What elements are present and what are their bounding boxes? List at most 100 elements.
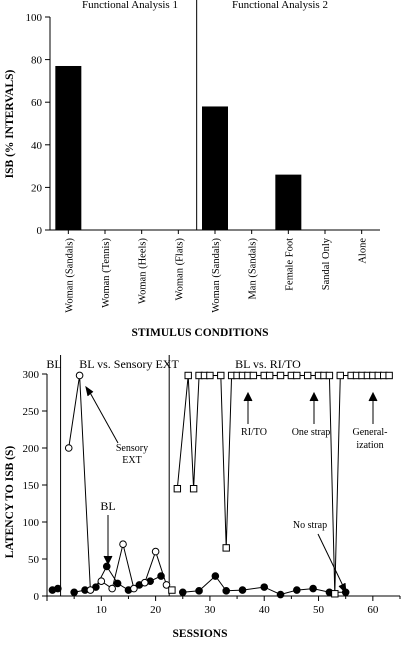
point-open-circle-1-4	[97, 577, 106, 586]
point-open-square-2-15	[265, 371, 274, 380]
bar-chart-functional-analysis: Functional Analysis 1 Functional Analysi…	[4, 0, 380, 339]
annotation-ri-to: RI/TO	[241, 427, 267, 438]
point-open-square-2-19	[303, 371, 312, 380]
y-axis-title-isb: ISB (% INTERVALS)	[4, 69, 16, 178]
annotation-sensory-ext-line2: EXT	[122, 455, 141, 466]
point-open-square-2-16	[276, 371, 285, 380]
point-open-square-2-2	[184, 371, 192, 380]
point-filled-circle-3-6	[260, 583, 269, 591]
point-filled-circle-3-5	[238, 586, 247, 594]
point-filled-circle-3-4	[222, 587, 231, 595]
point-open-square-2-3	[189, 485, 198, 493]
point-open-square-2-22	[325, 371, 334, 380]
bar-y-tick-label-0: 0	[37, 225, 43, 237]
line-y-tick-label-200: 200	[23, 443, 40, 455]
phase-label-bl-vs-ri-to: BL vs. RI/TO	[235, 357, 301, 371]
line-y-tick-label-300: 300	[23, 369, 40, 381]
category-label-5-woman-sandals: Woman (Sandals)	[211, 238, 222, 313]
line-chart-latency: BL BL vs. Sensory EXT BL vs. RI/TO LATEN…	[4, 355, 401, 640]
category-label-7-female-foot: Female Foot	[284, 238, 295, 291]
point-filled-circle-3-2	[195, 587, 203, 595]
y-axis-title-latency: LATENCY TO ISB (S)	[4, 446, 16, 559]
point-open-circle-1-2	[75, 371, 84, 380]
line-x-tick-label-30: 30	[204, 604, 216, 616]
annotation-no-strap: No strap	[293, 520, 327, 531]
category-label-6-man-sandals: Man (Sandals)	[248, 237, 259, 299]
point-filled-circle-3-1	[178, 588, 187, 597]
point-open-circle-1-7	[130, 584, 138, 593]
point-open-circle-1-3	[86, 586, 95, 594]
category-label-9-alone: Alone	[358, 238, 369, 264]
line-y-tick-label-150: 150	[23, 480, 40, 492]
point-open-square-2-8	[222, 544, 230, 552]
point-open-square-2-7	[217, 371, 225, 380]
bar-1-woman-sandals	[55, 65, 82, 231]
bar-7-female-foot	[275, 174, 302, 230]
line-x-tick-label-20: 20	[150, 604, 162, 616]
arrowhead-ri-to	[243, 391, 253, 402]
arrowhead-one-strap	[309, 391, 319, 402]
point-filled-circle-1-2	[54, 584, 62, 593]
point-open-square-2-1	[173, 485, 182, 493]
annotation-one-strap: One strap	[292, 427, 331, 438]
point-open-circle-1-9	[151, 547, 160, 556]
line-x-tick-label-50: 50	[313, 604, 325, 616]
line-y-tick-label-50: 50	[28, 554, 40, 566]
category-label-4-woman-flats: Woman (Flats)	[174, 237, 185, 300]
point-open-square-2-18	[293, 371, 301, 380]
point-filled-circle-3-7	[276, 590, 285, 599]
annotation-generalization-line1: General-	[353, 427, 388, 438]
arrowhead-generalization	[368, 391, 378, 402]
point-filled-circle-3-11	[341, 588, 350, 597]
point-filled-circle-2-4	[102, 562, 111, 571]
category-label-1-woman-sandals: Woman (Sandals)	[64, 238, 75, 313]
bar-y-tick-label-80: 80	[31, 55, 43, 67]
line-x-tick-label-60: 60	[367, 604, 379, 616]
bar-y-tick-label-100: 100	[26, 12, 43, 24]
x-axis-title-stimulus-conditions: STIMULUS CONDITIONS	[131, 327, 268, 339]
annotation-arrows	[85, 385, 378, 595]
panel-title-functional-analysis-1: Functional Analysis 1	[82, 0, 178, 11]
point-open-square-2-23	[331, 590, 339, 598]
point-filled-circle-3-3	[211, 572, 220, 580]
category-label-8-sandal-only: Sandal Only	[321, 237, 332, 290]
bar-y-tick-label-20: 20	[31, 182, 43, 194]
point-open-square-2-32	[385, 371, 393, 380]
arrowhead-sensory-ext	[85, 385, 94, 397]
point-filled-circle-2-1	[70, 588, 78, 597]
series-open-square-line-2	[176, 375, 390, 594]
category-label-3-woman-heels: Woman (Heels)	[138, 238, 149, 304]
phase-label-bl-vs-sensory-ext: BL vs. Sensory EXT	[79, 357, 179, 371]
bar-y-tick-label-60: 60	[31, 97, 43, 109]
line-y-tick-label-0: 0	[34, 591, 40, 603]
arrowhead-bl	[103, 555, 113, 566]
line-x-tick-label-40: 40	[259, 604, 271, 616]
line-y-tick-label-250: 250	[23, 406, 40, 418]
arrow-no-strap	[317, 533, 346, 591]
point-filled-circle-2-5	[113, 579, 122, 588]
panel-title-functional-analysis-2: Functional Analysis 2	[232, 0, 328, 11]
line-x-tick-label-10: 10	[96, 604, 108, 616]
point-open-square-2-13	[249, 371, 258, 380]
annotation-generalization-line2: ization	[356, 440, 383, 451]
point-open-circle-1-10	[162, 581, 171, 589]
bar-5-woman-sandals	[202, 106, 228, 230]
annotation-bl: BL	[100, 499, 115, 513]
point-open-circle-1-6	[119, 540, 127, 549]
point-filled-circle-3-9	[309, 584, 317, 593]
phase-label-bl: BL	[46, 357, 61, 371]
line-y-tick-label-100: 100	[23, 517, 40, 529]
point-open-square-2-6	[206, 371, 214, 380]
point-open-circle-1-8	[140, 578, 149, 587]
point-open-square-2-24	[336, 371, 344, 380]
arrow-sensory-ext	[87, 388, 119, 444]
annotation-sensory-ext-line1: Sensory	[116, 443, 148, 454]
point-open-circle-1-5	[108, 584, 116, 593]
point-filled-circle-3-8	[293, 586, 301, 594]
category-label-2-woman-tennis: Woman (Tennis)	[101, 238, 112, 308]
point-open-circle-1-1	[64, 444, 73, 452]
bar-y-tick-label-40: 40	[31, 140, 43, 152]
series-open-circle-line-1	[68, 375, 167, 592]
point-open-square-1-1	[168, 586, 176, 594]
